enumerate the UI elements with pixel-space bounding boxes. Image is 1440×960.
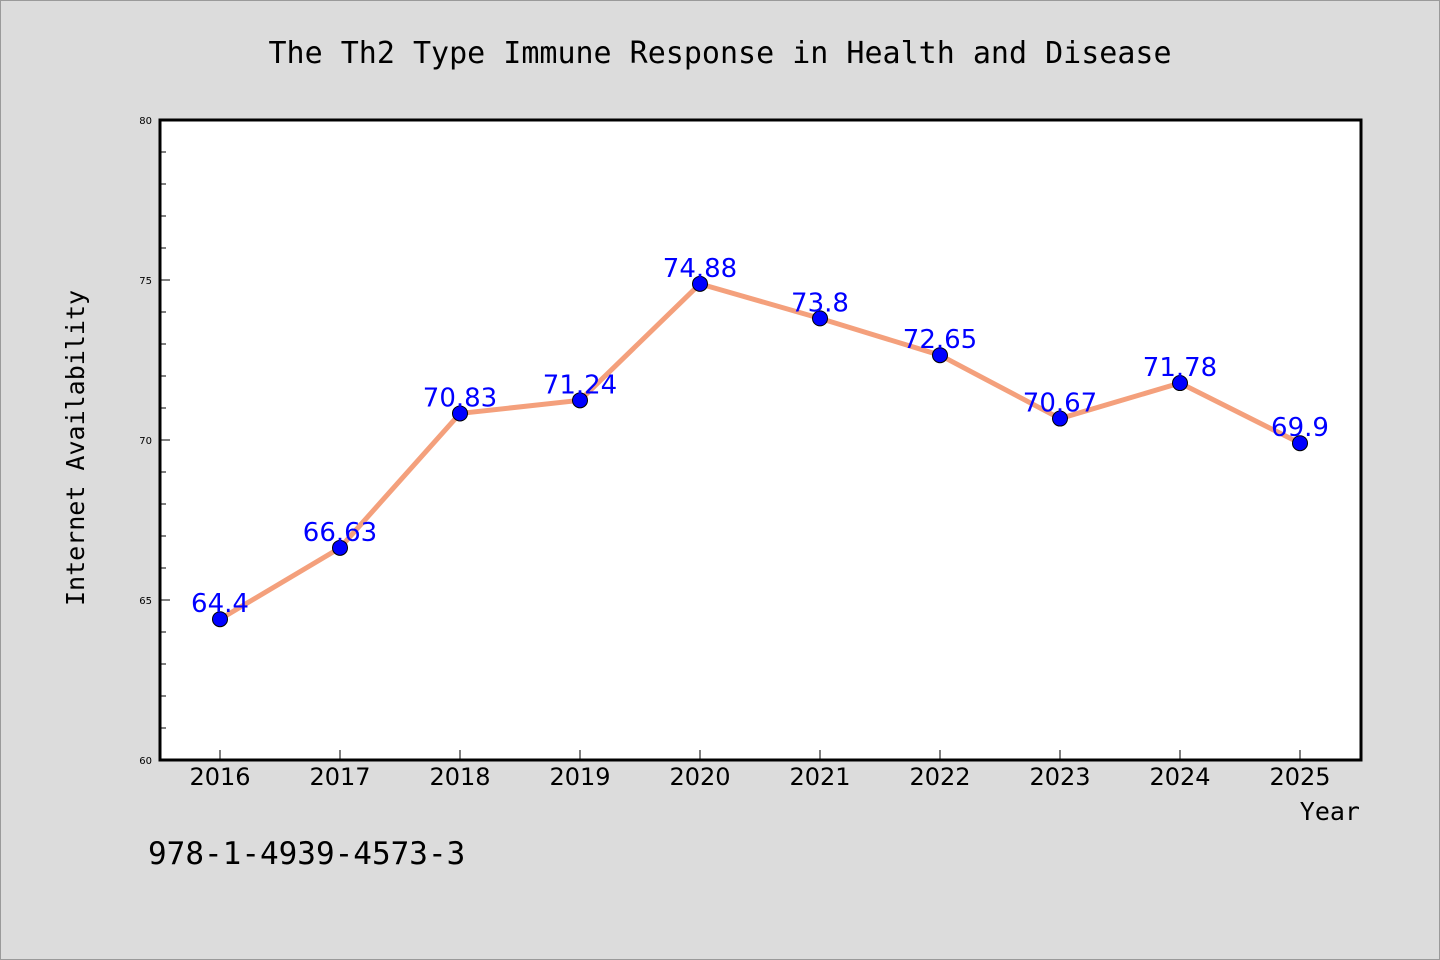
x-tick-label: 2024	[1149, 763, 1210, 791]
y-tick-label: 60	[139, 756, 152, 767]
chart-title: The Th2 Type Immune Response in Health a…	[268, 36, 1171, 71]
x-tick-label: 2016	[189, 763, 250, 791]
data-point-marker	[692, 275, 708, 292]
plot-area	[158, 118, 1363, 762]
series-layer: 64.4 66.63 70.83 71.24 74.88 73.8 72.65 70.67 71…	[191, 254, 1329, 628]
y-tick-label: 75	[139, 276, 152, 287]
data-point-marker	[452, 405, 468, 422]
data-label: 66.63	[303, 518, 377, 548]
data-label: 64.4	[191, 589, 249, 619]
data-point-marker	[212, 611, 228, 628]
x-tick-label: 2019	[549, 763, 610, 791]
x-tick-label: 2025	[1269, 763, 1330, 791]
x-tick-label: 2017	[309, 763, 370, 791]
data-point-marker	[812, 310, 828, 327]
x-axis: 2016 2017 2018 2019 2020 2021 2022 2023 2024 2025	[189, 750, 1331, 791]
x-tick-label: 2023	[1029, 763, 1090, 791]
isbn-text: 978-1-4939-4573-3	[148, 836, 465, 872]
data-point-marker	[1292, 435, 1308, 452]
y-tick-label: 65	[139, 596, 152, 607]
y-tick-label: 70	[139, 436, 152, 447]
y-axis-label: Internet Availability	[61, 290, 90, 606]
data-label: 70.83	[423, 383, 497, 413]
y-tick-label: 80	[139, 116, 152, 127]
data-label: 73.8	[791, 288, 849, 318]
x-tick-label: 2022	[909, 763, 970, 791]
data-point-marker	[572, 392, 588, 409]
x-tick-label: 2020	[669, 763, 730, 791]
data-label: 69.9	[1271, 413, 1329, 443]
x-tick-label: 2018	[429, 763, 490, 791]
data-label: 72.65	[903, 325, 977, 355]
series-line	[217, 281, 1303, 622]
data-point-marker	[932, 347, 948, 364]
data-point-marker	[332, 539, 348, 556]
y-axis: 60 65 70 75 80	[139, 116, 170, 767]
data-label: 71.24	[543, 370, 617, 400]
data-point-marker	[1172, 375, 1188, 392]
data-point-marker	[1052, 410, 1068, 427]
data-label: 70.67	[1023, 389, 1097, 419]
x-axis-label: Year	[1300, 797, 1360, 826]
data-label: 74.88	[663, 254, 737, 284]
data-label: 71.78	[1143, 353, 1217, 383]
x-tick-label: 2021	[789, 763, 850, 791]
